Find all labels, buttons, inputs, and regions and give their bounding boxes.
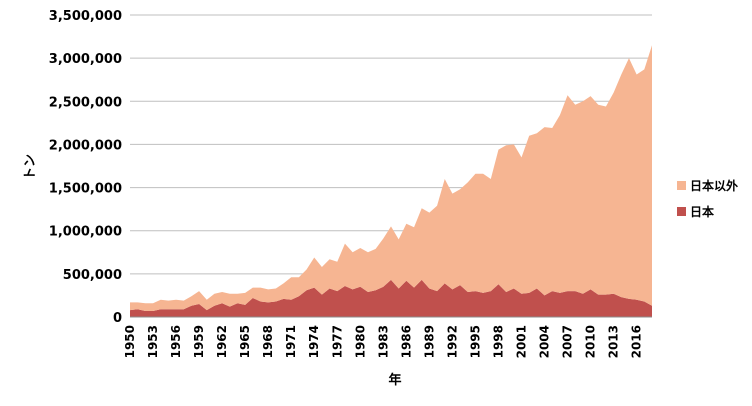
area-series-1 <box>130 45 652 311</box>
y-tick-label: 3,500,000 <box>49 9 122 24</box>
y-tick-label: 2,500,000 <box>49 95 122 110</box>
x-tick-label: 2013 <box>607 325 621 358</box>
x-tick-label: 2010 <box>584 325 598 358</box>
x-tick-label: 1983 <box>376 325 390 358</box>
area-series-0 <box>130 279 652 317</box>
y-tick-labels: 0 500,000 1,000,000 1,500,000 2,000,000 2,500… <box>49 9 122 326</box>
x-tick-label: 1953 <box>146 325 160 358</box>
x-tick-label: 1980 <box>353 325 367 358</box>
gridlines <box>130 14 652 275</box>
y-tick-label: 500,000 <box>63 268 122 283</box>
x-tick-label: 1971 <box>284 325 298 358</box>
x-tick-label: 1986 <box>399 325 413 358</box>
x-axis-title: 年 <box>388 372 401 388</box>
x-tick-label: 1995 <box>468 325 482 358</box>
x-tick-label: 1992 <box>445 325 459 358</box>
x-tick-label: 1977 <box>330 325 344 358</box>
x-tick-label: 1950 <box>123 325 137 358</box>
x-tick-label: 1968 <box>261 325 275 358</box>
legend-label: 日本以外 <box>690 178 738 193</box>
x-tick-label: 1974 <box>307 325 321 358</box>
x-tick-labels: 1950 1953 1956 1959 1962 1965 1968 1971 1974 1977… <box>123 325 644 358</box>
y-tick-label: 1,000,000 <box>49 225 122 240</box>
plot-areas <box>130 45 652 317</box>
y-tick-label: 1,500,000 <box>49 182 122 197</box>
x-tick-label: 1956 <box>169 325 183 358</box>
x-tick-label: 1989 <box>422 325 436 358</box>
legend-label: 日本 <box>690 204 714 219</box>
y-tick-label: 0 <box>113 311 122 326</box>
y-axis-title: トン <box>23 154 38 180</box>
y-tick-label: 2,000,000 <box>49 138 122 153</box>
x-tick-label: 2016 <box>630 325 644 358</box>
legend-swatch <box>677 207 686 216</box>
legend-swatch <box>677 181 686 190</box>
x-tick-label: 1959 <box>192 325 206 358</box>
x-tick-label: 2001 <box>515 325 529 358</box>
y-tick-label: 3,000,000 <box>49 52 122 67</box>
x-tick-label: 1998 <box>491 325 505 358</box>
x-tick-label: 2004 <box>538 325 552 358</box>
x-tick-label: 2007 <box>561 325 575 358</box>
x-tick-label: 1965 <box>238 325 252 358</box>
x-tick-label: 1962 <box>215 325 229 358</box>
